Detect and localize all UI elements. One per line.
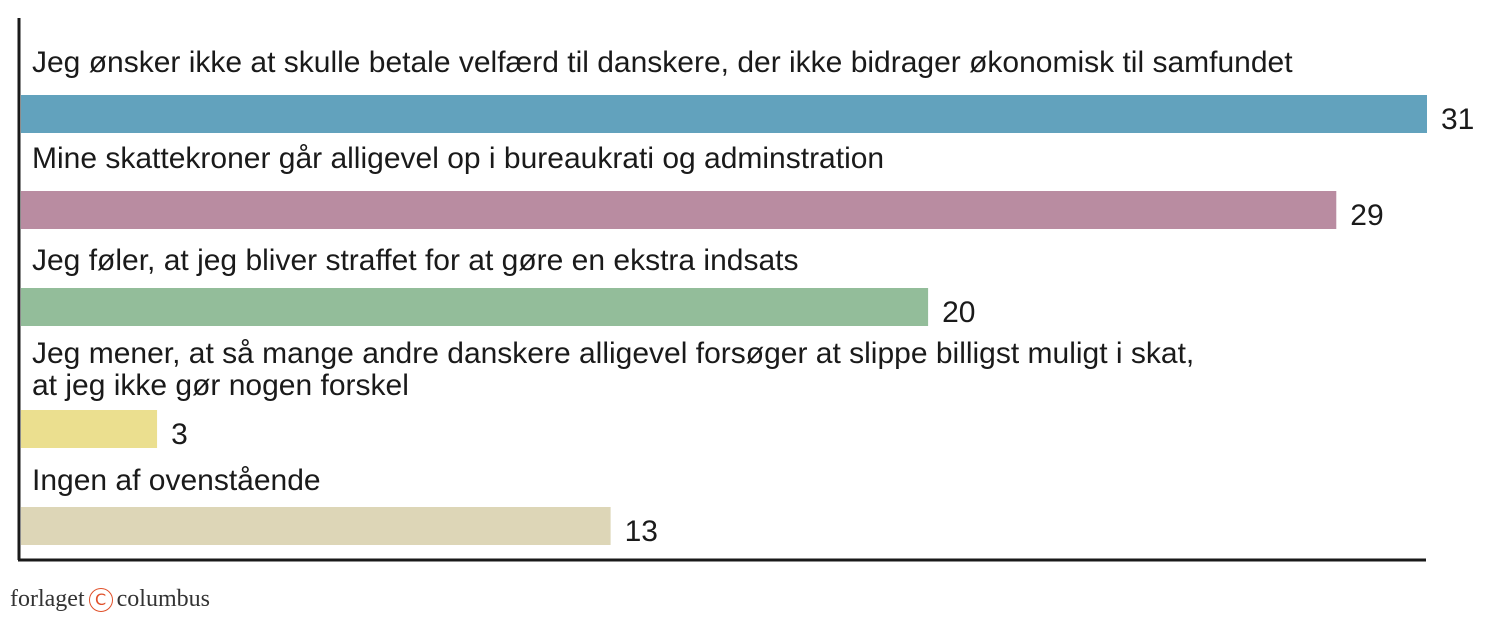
bar xyxy=(21,191,1337,229)
publisher-name-left: forlaget xyxy=(10,586,85,612)
publisher-name-right: columbus xyxy=(116,586,210,612)
value-label: 20 xyxy=(942,296,975,329)
value-label: 29 xyxy=(1350,199,1383,232)
bar xyxy=(21,410,158,448)
value-label: 31 xyxy=(1441,103,1474,136)
bar xyxy=(21,507,611,545)
category-label: Mine skattekroner går alligevel op i bur… xyxy=(32,142,884,175)
category-label: Jeg føler, at jeg bliver straffet for at… xyxy=(32,244,798,277)
value-label: 13 xyxy=(625,515,658,548)
category-label: at jeg ikke gør nogen forskel xyxy=(32,369,409,402)
value-label: 3 xyxy=(171,418,188,451)
category-label: Jeg mener, at så mange andre danskere al… xyxy=(32,337,1194,370)
bar xyxy=(21,95,1427,133)
bar xyxy=(21,288,929,326)
publisher-credit: forlaget C columbus xyxy=(10,586,210,613)
bars-group: Jeg ønsker ikke at skulle betale velfærd… xyxy=(21,46,1474,548)
category-label: Ingen af ovenstående xyxy=(32,464,321,497)
category-label: Jeg ønsker ikke at skulle betale velfærd… xyxy=(32,46,1293,79)
copyright-icon: C xyxy=(88,587,113,612)
